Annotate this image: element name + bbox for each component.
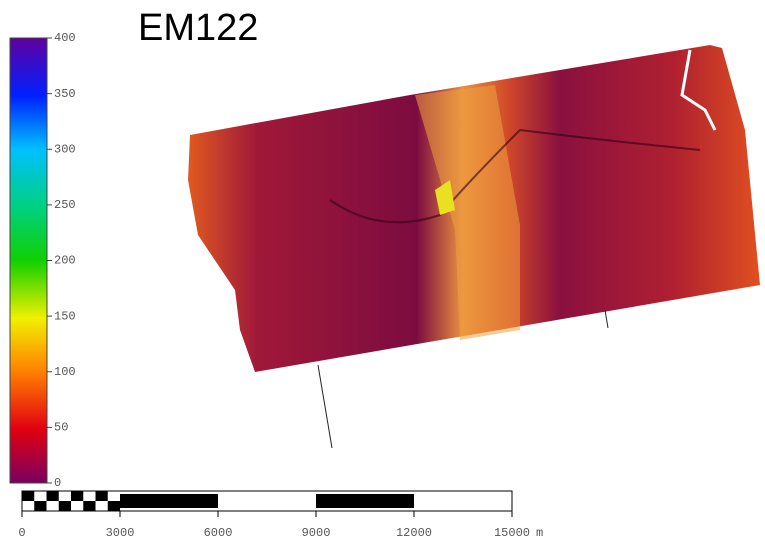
scale-bar-tick-label: 0 [18, 526, 25, 540]
scale-bar-segment [46, 491, 59, 501]
scale-bar-segment [22, 491, 35, 501]
scale-bar-segment [120, 494, 218, 508]
scale-bar-tick-label: 6000 [204, 526, 233, 540]
colorbar-tick-label: 250 [54, 198, 76, 212]
scale-bar-tick-label: 12000 [396, 526, 432, 540]
scale-bar-segment [83, 501, 96, 511]
scale-bar-tick-label: 15000 [494, 526, 530, 540]
colorbar [9, 37, 48, 484]
scale-bar-segment [95, 491, 108, 501]
title: EM122 [138, 7, 258, 49]
colorbar-tick-label: 400 [54, 31, 76, 45]
colorbar-tick-label: 200 [54, 254, 76, 268]
colorbar-tick-label: 150 [54, 309, 76, 323]
scale-bar-segment [71, 491, 84, 501]
scale-bar-segment [58, 501, 71, 511]
scale-bar-tick-label: 3000 [106, 526, 135, 540]
colorbar-tick-label: 350 [54, 87, 76, 101]
colorbar-tick-label: 50 [54, 421, 68, 435]
scale-bar-segment [316, 494, 414, 508]
colorbar-tick-label: 100 [54, 365, 76, 379]
scale-bar-segment [107, 501, 120, 511]
colorbar-tick-label: 300 [54, 142, 76, 156]
scale-bar-unit: m [536, 526, 543, 540]
bathymetry [188, 45, 760, 449]
colorbar-tick-label: 0 [54, 476, 61, 490]
scale-bar-segment [34, 501, 47, 511]
scale-bar-tick-label: 9000 [302, 526, 331, 540]
